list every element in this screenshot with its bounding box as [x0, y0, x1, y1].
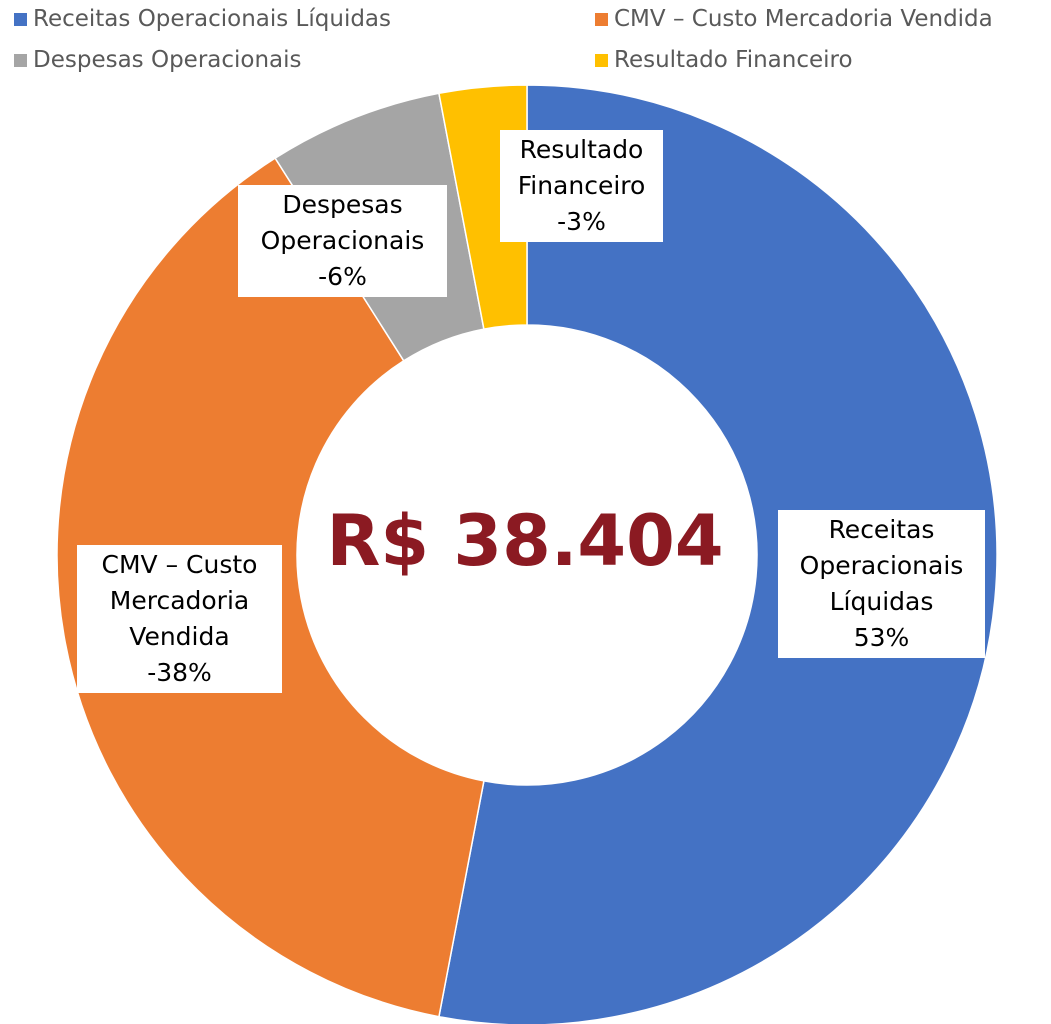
legend-swatch [595, 12, 608, 26]
legend-item: Receitas Operacionais Líquidas [14, 6, 391, 32]
legend-swatch [14, 12, 27, 26]
data-label-value: 53% [853, 623, 910, 652]
data-label: Resultado Financeiro -3% [500, 130, 663, 242]
data-label-value: -38% [147, 658, 212, 687]
legend-item: Resultado Financeiro [595, 47, 853, 73]
legend-label: Despesas Operacionais [33, 47, 302, 73]
data-label: Despesas Operacionais -6% [238, 185, 447, 297]
data-label-value: -3% [557, 207, 606, 236]
center-label: R$ 38.404 [326, 500, 724, 582]
data-label-name: Receitas Operacionais Líquidas [799, 515, 964, 616]
data-label-name: Resultado Financeiro [517, 135, 646, 200]
data-label: CMV – Custo Mercadoria Vendida -38% [77, 545, 282, 693]
legend-item: Despesas Operacionais [14, 47, 302, 73]
legend-swatch [14, 53, 27, 67]
legend-swatch [595, 53, 608, 67]
legend-item: CMV – Custo Mercadoria Vendida [595, 6, 993, 32]
data-label-name: Despesas Operacionais [260, 190, 425, 255]
donut-slice [438, 84, 998, 1024]
legend-label: CMV – Custo Mercadoria Vendida [614, 6, 993, 32]
data-label: Receitas Operacionais Líquidas 53% [778, 510, 985, 658]
data-label-name: CMV – Custo Mercadoria Vendida [101, 550, 258, 651]
data-label-value: -6% [318, 262, 367, 291]
legend-label: Resultado Financeiro [614, 47, 853, 73]
legend-label: Receitas Operacionais Líquidas [33, 6, 392, 32]
